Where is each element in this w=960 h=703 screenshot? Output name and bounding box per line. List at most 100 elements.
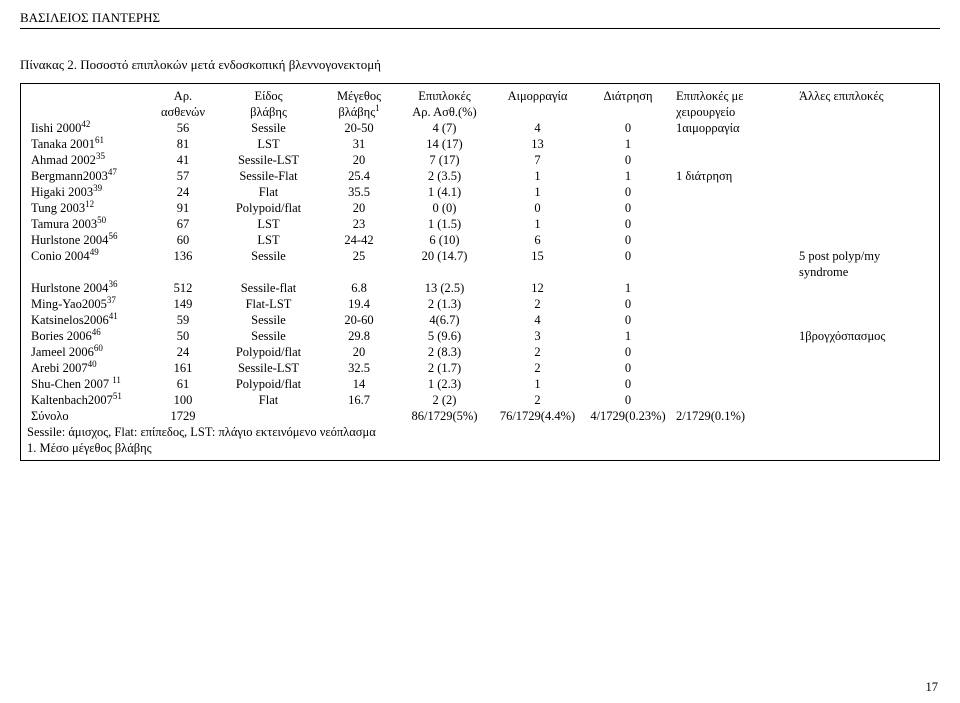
cell bbox=[795, 376, 933, 392]
cell: 23 bbox=[320, 216, 398, 232]
cell bbox=[672, 280, 795, 296]
cell: Flat bbox=[217, 392, 320, 408]
cell bbox=[795, 232, 933, 248]
cell: 14 bbox=[320, 376, 398, 392]
table-row: Hurlstone 200436512Sessile-flat6.813 (2.… bbox=[27, 280, 933, 296]
cell: 4(6.7) bbox=[398, 312, 491, 328]
cell: Tung 200312 bbox=[27, 200, 149, 216]
cell: 6 (10) bbox=[398, 232, 491, 248]
page-number: 17 bbox=[926, 680, 939, 695]
total-hem: 76/1729(4.4%) bbox=[491, 408, 584, 424]
cell: 2 (2) bbox=[398, 392, 491, 408]
table-row: Bories 20064650Sessile29.85 (9.6)311βρογ… bbox=[27, 328, 933, 344]
table-row: Ahmad 20023541Sessile-LST207 (17)70 bbox=[27, 152, 933, 168]
cell: 0 (0) bbox=[398, 200, 491, 216]
cell: 1 bbox=[491, 168, 584, 184]
cell: 1 (4.1) bbox=[398, 184, 491, 200]
cell: 1 bbox=[584, 168, 672, 184]
complications-table: Αρ. Είδος Μέγεθος Επιπλοκές Αιμορραγία Δ… bbox=[27, 88, 933, 424]
table-row: Iishi 20004256Sessile20-504 (7)401αιμορρ… bbox=[27, 120, 933, 136]
cell bbox=[795, 280, 933, 296]
cell bbox=[491, 264, 584, 280]
cell: Iishi 200042 bbox=[27, 120, 149, 136]
cell: 14 (17) bbox=[398, 136, 491, 152]
total-n: 1729 bbox=[149, 408, 217, 424]
cell bbox=[672, 328, 795, 344]
cell: 0 bbox=[584, 152, 672, 168]
cell: 0 bbox=[584, 248, 672, 264]
cell: 13 (2.5) bbox=[398, 280, 491, 296]
cell bbox=[149, 264, 217, 280]
cell: 41 bbox=[149, 152, 217, 168]
table-footnote-2: 1. Μέσο μέγεθος βλάβης bbox=[27, 440, 933, 456]
cell bbox=[795, 184, 933, 200]
cell: Polypoid/flat bbox=[217, 344, 320, 360]
cell: Sessile-LST bbox=[217, 360, 320, 376]
hcell: βλάβης1 bbox=[320, 104, 398, 120]
hcell: χειρουργείο bbox=[672, 104, 795, 120]
cell: 60 bbox=[149, 232, 217, 248]
cell bbox=[795, 152, 933, 168]
cell bbox=[795, 200, 933, 216]
cell: 4 (7) bbox=[398, 120, 491, 136]
cell: Sessile bbox=[217, 248, 320, 264]
cell: 19.4 bbox=[320, 296, 398, 312]
cell bbox=[672, 184, 795, 200]
cell: 20 bbox=[320, 344, 398, 360]
cell: 20-60 bbox=[320, 312, 398, 328]
cell: Conio 200449 bbox=[27, 248, 149, 264]
cell: 2 bbox=[491, 360, 584, 376]
cell: LST bbox=[217, 232, 320, 248]
total-surg: 2/1729(0.1%) bbox=[672, 408, 795, 424]
cell: 1 bbox=[491, 184, 584, 200]
cell: Bergmann200347 bbox=[27, 168, 149, 184]
cell: 5 (9.6) bbox=[398, 328, 491, 344]
cell: 13 bbox=[491, 136, 584, 152]
col-study bbox=[27, 88, 149, 104]
table-row: Tanaka 20016181LST3114 (17)131 bbox=[27, 136, 933, 152]
cell bbox=[672, 232, 795, 248]
cell: 6 bbox=[491, 232, 584, 248]
cell: Kaltenbach200751 bbox=[27, 392, 149, 408]
total-comp: 86/1729(5%) bbox=[398, 408, 491, 424]
cell: 1 bbox=[584, 280, 672, 296]
cell bbox=[672, 392, 795, 408]
table-row: Shu-Chen 2007 1161Polypoid/flat141 (2.3)… bbox=[27, 376, 933, 392]
cell: Katsinelos200641 bbox=[27, 312, 149, 328]
cell: Tamura 200350 bbox=[27, 216, 149, 232]
cell: Bories 200646 bbox=[27, 328, 149, 344]
cell bbox=[795, 360, 933, 376]
cell: Hurlstone 200436 bbox=[27, 280, 149, 296]
cell: 0 bbox=[491, 200, 584, 216]
cell: 1βρογχόσπασμος bbox=[795, 328, 933, 344]
cell bbox=[672, 376, 795, 392]
cell: 5 post polyp/my bbox=[795, 248, 933, 264]
cell: Arebi 200740 bbox=[27, 360, 149, 376]
cell: 0 bbox=[584, 376, 672, 392]
cell: Ahmad 200235 bbox=[27, 152, 149, 168]
cell: 0 bbox=[584, 200, 672, 216]
cell: 56 bbox=[149, 120, 217, 136]
table-caption: Πίνακας 2. Ποσοστό επιπλοκών μετά ενδοσκ… bbox=[20, 57, 940, 73]
cell bbox=[672, 360, 795, 376]
cell: 161 bbox=[149, 360, 217, 376]
cell bbox=[795, 120, 933, 136]
cell: 0 bbox=[584, 392, 672, 408]
cell bbox=[795, 312, 933, 328]
cell: 1 bbox=[491, 216, 584, 232]
cell: 2 bbox=[491, 296, 584, 312]
cell: 149 bbox=[149, 296, 217, 312]
hcell bbox=[491, 104, 584, 120]
header-row-2: ασθενών βλάβης βλάβης1 Αρ. Ασθ.(%) χειρο… bbox=[27, 104, 933, 120]
cell bbox=[795, 168, 933, 184]
cell bbox=[672, 264, 795, 280]
cell: Flat bbox=[217, 184, 320, 200]
cell bbox=[672, 216, 795, 232]
cell: 7 (17) bbox=[398, 152, 491, 168]
cell: 0 bbox=[584, 216, 672, 232]
cell bbox=[672, 136, 795, 152]
cell bbox=[795, 392, 933, 408]
cell bbox=[795, 344, 933, 360]
cell: 1 bbox=[584, 328, 672, 344]
cell: 16.7 bbox=[320, 392, 398, 408]
